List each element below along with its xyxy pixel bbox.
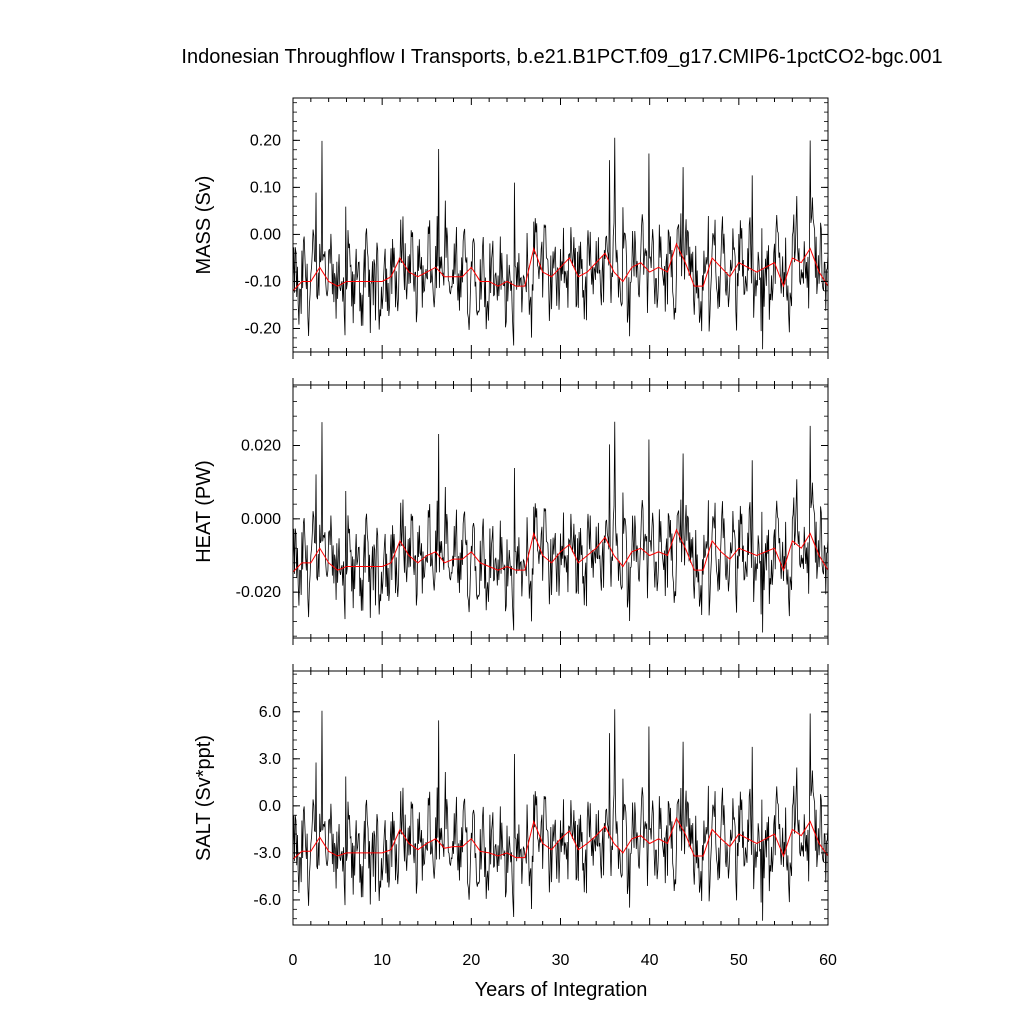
x-tick-label: 30 bbox=[552, 952, 570, 969]
x-tick-label: 60 bbox=[819, 952, 837, 969]
y-tick-label: -6.0 bbox=[253, 892, 281, 909]
y-axis-label: SALT (Sv*ppt) bbox=[193, 735, 215, 861]
annual-mean-line bbox=[292, 817, 829, 860]
panel-frame bbox=[292, 670, 829, 926]
annual-mean-line bbox=[292, 242, 829, 292]
chart-title: Indonesian Throughflow I Transports, b.e… bbox=[181, 46, 943, 68]
y-tick-label: 3.0 bbox=[259, 751, 281, 768]
x-tick-label: 40 bbox=[641, 952, 659, 969]
y-tick-label: -3.0 bbox=[253, 845, 281, 862]
monthly-series-line bbox=[292, 137, 829, 350]
y-axis-label: MASS (Sv) bbox=[193, 176, 215, 275]
y-tick-label: 0.20 bbox=[250, 132, 281, 149]
y-tick-label: 6.0 bbox=[259, 704, 281, 721]
x-tick-label: 50 bbox=[730, 952, 748, 969]
panel-1: -0.20 -0.10 0.00 0.10 0.20 MASS (Sv) bbox=[193, 97, 829, 359]
y-tick-label: -0.10 bbox=[245, 273, 282, 290]
y-tick-label: -0.20 bbox=[245, 320, 282, 337]
x-tick-label: 0 bbox=[289, 952, 298, 969]
y-tick-label: 0.00 bbox=[250, 226, 281, 243]
y-tick-label: -0.020 bbox=[236, 584, 281, 601]
y-tick-label: 0.020 bbox=[241, 438, 281, 455]
y-tick-label: 0.0 bbox=[259, 798, 281, 815]
panel-2: -0.020 0.000 0.020 HEAT (PW) bbox=[193, 378, 829, 645]
monthly-series-line bbox=[292, 421, 829, 633]
panel-frame bbox=[292, 97, 829, 353]
x-axis-label: Years of Integration bbox=[475, 979, 648, 1001]
y-tick-label: 0.000 bbox=[241, 511, 281, 528]
x-tick-label: 10 bbox=[373, 952, 391, 969]
panel-frame bbox=[292, 384, 829, 639]
y-axis-label: HEAT (PW) bbox=[193, 460, 215, 563]
panel-3: -6.0 -3.0 0.0 3.0 6.0 SALT (Sv*ppt) bbox=[193, 664, 829, 926]
annual-mean-line bbox=[292, 528, 829, 573]
x-tick-label: 20 bbox=[462, 952, 480, 969]
monthly-series-line bbox=[292, 709, 829, 921]
y-tick-label: 0.10 bbox=[250, 179, 281, 196]
